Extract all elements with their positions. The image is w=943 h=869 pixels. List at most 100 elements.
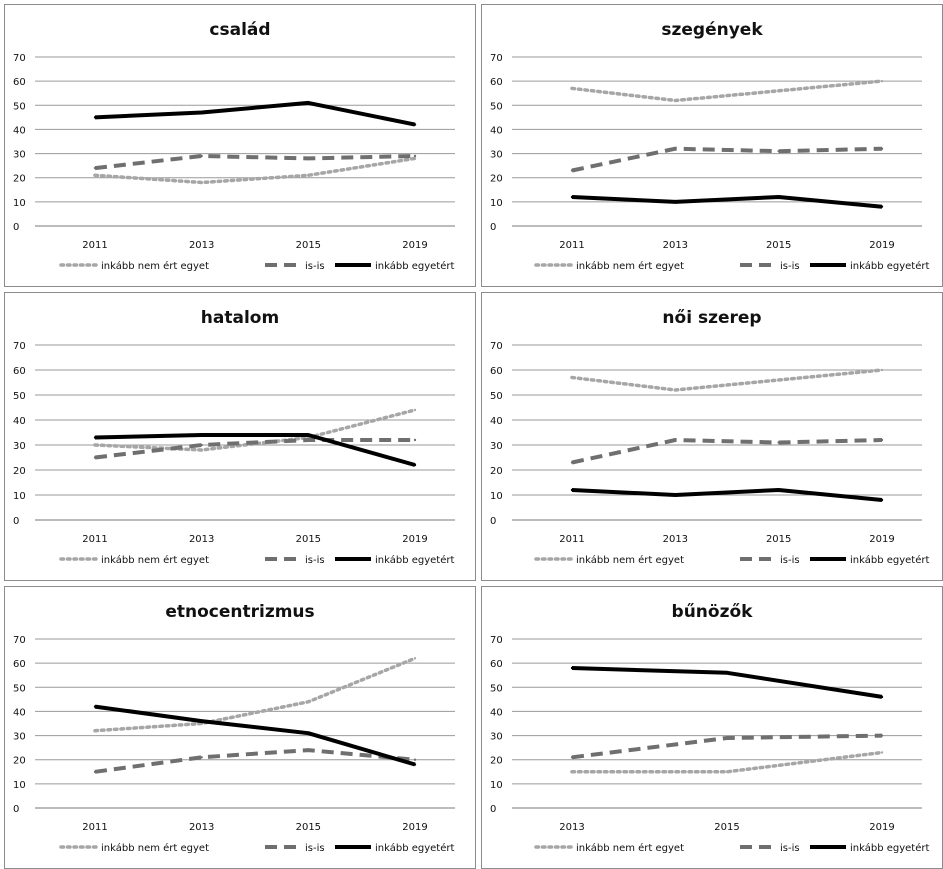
- data-point: [307, 101, 310, 105]
- data-point: [93, 166, 97, 170]
- x-tick-label: 2013: [189, 240, 214, 251]
- x-tick-label: 2015: [296, 822, 321, 833]
- data-point: [93, 729, 97, 732]
- series-line: [571, 146, 883, 173]
- y-tick-label: 60: [13, 659, 26, 670]
- y-tick-label: 10: [490, 491, 503, 502]
- x-tick-label: 2011: [82, 240, 107, 251]
- y-tick-label: 50: [13, 391, 26, 402]
- data-point: [413, 657, 417, 660]
- y-tick-label: 20: [490, 756, 503, 767]
- series-line: [93, 408, 417, 452]
- data-point: [570, 87, 574, 90]
- chart-panel-bunozok: bűnözők 0 10 20 30 40 50 60 70 2013 2015 2019 inkább…: [481, 586, 943, 869]
- data-point: [413, 154, 417, 158]
- data-point: [93, 770, 97, 773]
- data-point: [93, 116, 97, 119]
- data-point: [777, 488, 780, 492]
- data-point: [307, 700, 310, 703]
- data-point: [307, 438, 310, 442]
- y-tick-label: 60: [490, 366, 503, 377]
- y-tick-label: 0: [490, 804, 496, 815]
- legend-label: is-is: [305, 261, 325, 272]
- y-tick-label: 30: [13, 732, 26, 743]
- y-tick-label: 50: [490, 101, 503, 112]
- data-point: [725, 770, 729, 773]
- data-point: [570, 488, 574, 492]
- y-tick-label: 10: [13, 780, 26, 791]
- x-tick-label: 2011: [82, 822, 107, 833]
- chart-svg: bűnözők 0 10 20 30 40 50 60 70 2013 2015 2019 inkább…: [490, 602, 929, 854]
- y-tick-label: 0: [13, 516, 19, 527]
- y-tick-label: 10: [490, 780, 503, 791]
- data-point: [413, 408, 417, 412]
- data-point: [880, 751, 884, 754]
- y-tick-label: 40: [490, 416, 503, 427]
- y-tick-label: 70: [13, 53, 26, 64]
- data-point: [674, 147, 677, 150]
- y-tick-label: 30: [490, 732, 503, 743]
- chart-panel-etnocentrizmus: etnocentrizmus 0 10 20 30 40 50 60 70 2011 2013 201…: [4, 586, 476, 869]
- data-point: [674, 388, 677, 392]
- y-tick-label: 30: [490, 150, 503, 161]
- data-point: [570, 666, 574, 670]
- series-line: [571, 438, 883, 465]
- y-tick-label: 0: [13, 804, 19, 815]
- data-point: [93, 443, 97, 447]
- data-point: [880, 498, 884, 502]
- x-tick-label: 2019: [402, 822, 427, 833]
- x-tick-label: 2013: [189, 534, 214, 545]
- data-point: [777, 378, 780, 382]
- chart-svg: etnocentrizmus 0 10 20 30 40 50 60 70 2011 2013 201…: [13, 602, 455, 854]
- legend-label: inkább nem ért egyet: [101, 554, 209, 566]
- chart-panel-noi-szerep: női szerep 0 10 20 30 40 50 60 70 2011 2013 2015 201…: [481, 292, 943, 581]
- series-line: [94, 100, 416, 127]
- legend-label: inkább nem ért egyet: [576, 260, 684, 272]
- y-tick-label: 40: [490, 707, 503, 718]
- x-tick-label: 2013: [663, 240, 688, 251]
- data-point: [200, 756, 203, 759]
- data-point: [777, 441, 780, 444]
- x-tick-label: 2015: [296, 240, 321, 251]
- data-point: [307, 748, 310, 752]
- y-tick-label: 10: [13, 198, 26, 209]
- chart-title: bűnözők: [672, 602, 754, 622]
- legend-label: inkább nem ért egyet: [576, 554, 684, 566]
- y-tick-label: 0: [13, 222, 19, 233]
- y-tick-label: 0: [490, 222, 496, 233]
- x-tick-label: 2011: [559, 534, 584, 545]
- x-tick-label: 2015: [296, 534, 321, 545]
- data-point: [674, 493, 677, 497]
- legend-label: inkább egyetért: [850, 842, 929, 854]
- chart-title: család: [209, 20, 270, 40]
- series-line: [94, 748, 416, 774]
- data-point: [725, 671, 729, 674]
- chart-panel-csalad: család 0 10 20 30 40 50 60 70 2011 2013 2015 2019 ink…: [4, 4, 476, 287]
- legend-label: inkább nem ért egyet: [101, 842, 209, 854]
- data-point: [674, 200, 677, 204]
- data-point: [880, 368, 884, 372]
- x-tick-label: 2019: [402, 534, 427, 545]
- y-tick-label: 70: [490, 635, 503, 646]
- y-tick-label: 70: [490, 341, 503, 352]
- chart-panel-szegenyek: szegények 0 10 20 30 40 50 60 70 2011 2013 2015 2019…: [481, 4, 943, 287]
- y-tick-label: 50: [490, 391, 503, 402]
- y-tick-label: 40: [13, 416, 26, 427]
- data-point: [413, 463, 417, 467]
- data-point: [880, 205, 884, 208]
- legend-label: is-is: [780, 843, 800, 854]
- series-line: [93, 656, 417, 733]
- x-tick-label: 2013: [663, 534, 688, 545]
- chart-svg: hatalom 0 10 20 30 40 50 60 70 2011 2013 2015 2019 in…: [13, 308, 455, 566]
- y-tick-label: 50: [13, 101, 26, 112]
- y-tick-label: 40: [490, 125, 503, 136]
- x-tick-label: 2019: [869, 822, 894, 833]
- y-tick-label: 50: [13, 683, 26, 694]
- legend-label: inkább egyetért: [850, 260, 929, 272]
- y-tick-label: 50: [490, 683, 503, 694]
- y-tick-label: 40: [13, 125, 26, 136]
- data-point: [413, 123, 417, 126]
- data-point: [200, 111, 203, 114]
- data-point: [200, 433, 203, 437]
- legend-label: inkább nem ért egyet: [101, 260, 209, 272]
